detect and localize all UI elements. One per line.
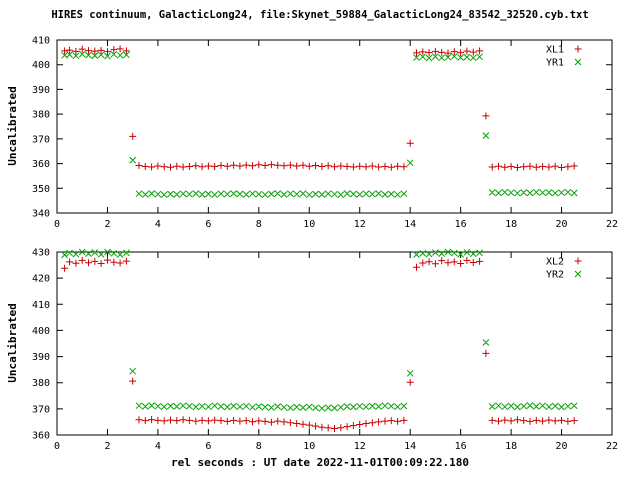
x-tick-label: 2 xyxy=(104,441,110,452)
x-tick-label: 4 xyxy=(155,441,161,452)
panel-border-top xyxy=(56,39,613,214)
legend-label-YR1: YR1 xyxy=(546,58,564,69)
x-tick-label: 10 xyxy=(303,219,315,230)
y-tick-label: 370 xyxy=(32,134,50,145)
y-tick-label: 420 xyxy=(32,274,50,285)
x-tick-label: 22 xyxy=(606,219,618,230)
y-tick-label: 380 xyxy=(32,110,50,121)
legend-label-XL2: XL2 xyxy=(546,257,564,268)
x-tick-label: 2 xyxy=(104,219,110,230)
x-tick-label: 0 xyxy=(54,441,60,452)
x-tick-label: 16 xyxy=(455,441,467,452)
x-tick-label: 14 xyxy=(404,219,416,230)
series-XL2 xyxy=(61,256,578,432)
y-tick-label: 390 xyxy=(32,85,50,96)
x-tick-label: 8 xyxy=(256,219,262,230)
x-tick-label: 22 xyxy=(606,441,618,452)
legend-marker-YR2 xyxy=(574,270,582,278)
y-tick-label: 410 xyxy=(32,36,50,47)
y-tick-label: 430 xyxy=(32,248,50,259)
x-tick-label: 4 xyxy=(155,219,161,230)
y-tick-label: 360 xyxy=(32,159,50,170)
x-tick-label: 8 xyxy=(256,441,262,452)
x-tick-label: 18 xyxy=(505,219,517,230)
y-tick-label: 340 xyxy=(32,209,50,220)
y-tick-label: 370 xyxy=(32,404,50,415)
x-tick-label: 10 xyxy=(303,441,315,452)
legend-marker-YR1 xyxy=(574,58,582,66)
x-tick-label: 6 xyxy=(205,441,211,452)
x-tick-label: 12 xyxy=(354,441,366,452)
y-tick-label: 400 xyxy=(32,60,50,71)
legend-label-YR2: YR2 xyxy=(546,270,564,281)
panel-border-bottom xyxy=(56,251,613,436)
x-tick-label: 20 xyxy=(556,441,568,452)
y-tick-label: 390 xyxy=(32,352,50,363)
series-YR2 xyxy=(61,248,578,412)
x-tick-label: 18 xyxy=(505,441,517,452)
series-XL1 xyxy=(61,45,578,171)
x-tick-label: 20 xyxy=(556,219,568,230)
y-tick-label: 350 xyxy=(32,184,50,195)
y-tick-label: 400 xyxy=(32,326,50,337)
x-tick-label: 16 xyxy=(455,219,467,230)
y-tick-label: 410 xyxy=(32,300,50,311)
legend-label-XL1: XL1 xyxy=(546,45,564,56)
x-tick-label: 0 xyxy=(54,219,60,230)
y-tick-label: 380 xyxy=(32,378,50,389)
series-YR1 xyxy=(61,50,578,199)
legend-marker-XL1 xyxy=(574,45,582,53)
y-tick-label: 360 xyxy=(32,431,50,442)
legend-marker-XL2 xyxy=(574,257,582,265)
x-tick-label: 6 xyxy=(205,219,211,230)
x-axis-label: rel seconds : UT date 2022-11-01T00:09:2… xyxy=(170,456,469,469)
x-tick-label: 12 xyxy=(354,219,366,230)
chart-title: HIRES continuum, GalacticLong24, file:Sk… xyxy=(51,9,589,21)
tick-marks-top xyxy=(56,39,613,214)
x-tick-label: 14 xyxy=(404,441,416,452)
